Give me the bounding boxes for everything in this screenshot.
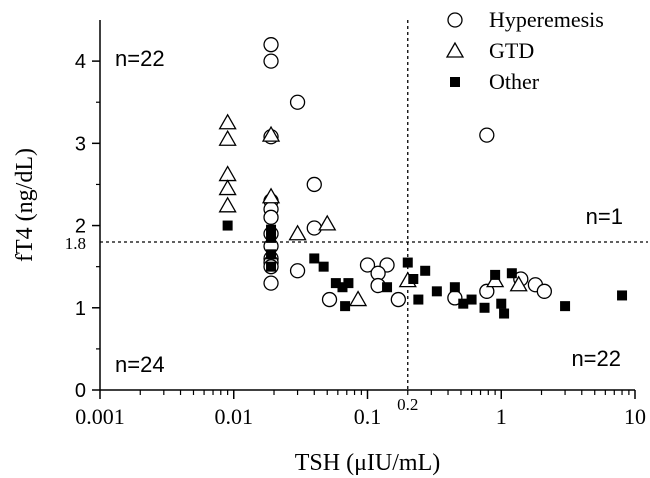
- hyperemesis-point: [289, 263, 306, 279]
- hyperemesis-point: [263, 209, 279, 225]
- other-point: [408, 274, 419, 284]
- gtd-point: [288, 224, 307, 241]
- other-point: [413, 294, 424, 305]
- other-point: [318, 261, 329, 272]
- other-point: [420, 265, 431, 276]
- gtd-point: [348, 290, 368, 307]
- legend-label-hyperemesis: Hyperemesis: [489, 7, 604, 32]
- x-tick-label: 0.01: [215, 404, 254, 429]
- gtd-point: [261, 187, 281, 204]
- x-tick-label: 10: [624, 404, 646, 429]
- tsh-cutoff-label: 0.2: [397, 395, 418, 414]
- hyperemesis-point: [359, 257, 376, 273]
- other-point: [330, 278, 341, 289]
- legend-marker-other: [450, 77, 460, 87]
- legend-marker-gtd: [445, 41, 465, 58]
- y-tick-label: 2: [75, 216, 86, 238]
- data-points: [218, 37, 628, 319]
- other-point: [499, 308, 510, 319]
- y-tick-label: 1: [75, 298, 86, 320]
- other-point: [466, 294, 477, 305]
- legend: Hyperemesis GTD Other: [445, 7, 604, 94]
- other-point: [266, 261, 277, 272]
- hyperemesis-point: [306, 176, 322, 193]
- hyperemesis-point: [479, 127, 495, 143]
- other-point: [402, 257, 413, 268]
- hyperemesis-point: [306, 220, 322, 236]
- legend-label-gtd: GTD: [489, 38, 534, 63]
- other-point: [266, 249, 277, 260]
- other-point: [458, 298, 469, 309]
- legend-label-other: Other: [489, 69, 540, 94]
- hyperemesis-point: [479, 283, 495, 299]
- y-tick-label: 4: [75, 51, 86, 73]
- other-point: [560, 301, 571, 312]
- gtd-point: [218, 165, 237, 182]
- hyperemesis-point: [263, 275, 279, 291]
- hyperemesis-point: [321, 291, 338, 308]
- other-point: [449, 282, 460, 293]
- quadrant-count-top-left: n=22: [115, 46, 165, 71]
- gtd-point: [218, 113, 237, 130]
- y-axis-title: fT4 (ng/dL): [12, 148, 38, 262]
- other-point: [266, 232, 277, 243]
- other-point: [490, 269, 501, 280]
- y-tick-label: 3: [75, 133, 86, 155]
- gtd-point: [318, 214, 337, 231]
- hyperemesis-point: [263, 53, 279, 69]
- hyperemesis-point: [390, 291, 406, 308]
- other-point: [506, 268, 517, 279]
- hyperemesis-point: [536, 283, 552, 299]
- gtd-point: [509, 275, 528, 292]
- gtd-point: [261, 125, 281, 142]
- other-point: [617, 290, 628, 301]
- x-axis-title: TSH (μIU/mL): [295, 450, 441, 476]
- other-point: [496, 298, 507, 309]
- other-point: [382, 282, 393, 293]
- gtd-point: [218, 196, 237, 213]
- other-point: [309, 253, 320, 264]
- other-point: [343, 278, 354, 289]
- gtd-point: [218, 179, 237, 196]
- chart-text: 0 1 2 3 4 0.001 0.01 0.1 1 10 0.2 1.8 n=22 n=1 n=24 n=2…: [12, 46, 646, 476]
- x-tick-label: 0.1: [354, 404, 382, 429]
- hyperemesis-point: [263, 37, 279, 53]
- hyperemesis-point: [289, 94, 306, 110]
- other-point: [340, 301, 351, 312]
- quadrant-count-top-right: n=1: [586, 204, 623, 229]
- legend-marker-hyperemesis: [447, 12, 463, 28]
- other-point: [431, 286, 442, 297]
- plot-axes: [92, 20, 648, 399]
- other-point: [266, 224, 277, 235]
- y-tick-label: 0: [75, 380, 86, 402]
- quadrant-count-bottom-right: n=22: [571, 346, 621, 371]
- other-point: [222, 220, 233, 231]
- x-tick-label: 1: [496, 404, 507, 429]
- quadrant-count-bottom-left: n=24: [115, 352, 165, 377]
- other-point: [479, 302, 490, 313]
- other-point: [337, 282, 348, 293]
- ft4-cutoff-label: 1.8: [65, 234, 86, 253]
- gtd-point: [218, 129, 237, 146]
- x-tick-label: 0.001: [75, 404, 125, 429]
